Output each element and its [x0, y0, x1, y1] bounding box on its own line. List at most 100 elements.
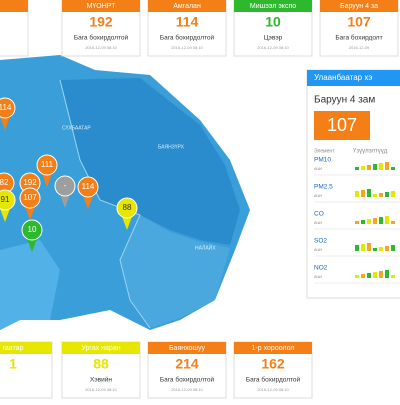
card-status: Бага бохирдолтой: [74, 34, 129, 42]
indicator-bar: [361, 166, 365, 170]
card-title: Баруун 4 за: [340, 3, 378, 10]
district-label: НАЛАЙХ: [195, 243, 216, 251]
element-sub: АЧИ: [314, 166, 322, 171]
col-header: Элемент: [314, 148, 335, 154]
element-sub: АЧИ: [314, 193, 322, 198]
card-title: Баянхошуу: [169, 345, 206, 352]
card-header: [148, 0, 226, 12]
indicator-bar: [361, 274, 365, 278]
indicator-bar: [379, 217, 383, 224]
marker-label: 114: [0, 103, 12, 112]
card-title: 1-р хороолол: [252, 345, 295, 352]
indicator-bar: [385, 216, 389, 224]
indicator-bar: [355, 245, 359, 251]
marker-label: 10: [28, 225, 37, 234]
panel: Улаанбаатар хэ Баруун 4 зам 107 Элемент …: [306, 69, 400, 299]
card-value: 214: [175, 356, 199, 372]
card-date: 2016-12-09 08:10: [257, 387, 289, 392]
indicator-bar: [391, 191, 395, 197]
indicator-bar: [367, 273, 371, 278]
card-title: гаатар: [3, 345, 24, 352]
card-date: 2016-12-09 08:10: [85, 45, 117, 50]
element-name: PM10: [314, 157, 331, 164]
card-date: 2016-12-09 08:10: [171, 45, 203, 50]
marker-label: -: [64, 181, 67, 190]
marker: [0, 97, 16, 119]
indicator-bar: [367, 189, 371, 197]
indicator-bar: [373, 218, 377, 224]
indicator-bar: [373, 248, 377, 251]
indicator-bar: [361, 220, 365, 224]
station-value: 107: [327, 115, 357, 135]
indicator-bar: [385, 270, 389, 278]
panel-header: [307, 70, 400, 86]
indicator-bar: [379, 247, 383, 251]
indicator-bar: [367, 165, 371, 170]
panel-title: Улаанбаатар хэ: [314, 73, 372, 82]
marker: [0, 189, 16, 211]
card-date: 2016-12-09: [349, 45, 370, 50]
marker: [116, 197, 138, 219]
marker: [36, 154, 58, 176]
card-value: 10: [265, 14, 281, 30]
col-header: Үзүүлэлтүүд: [353, 149, 388, 155]
marker: [77, 176, 99, 198]
indicator-bar: [355, 221, 359, 224]
district: [120, 215, 230, 328]
indicator-bar: [385, 192, 389, 197]
card-header: [148, 342, 226, 354]
card-header: [234, 342, 312, 354]
indicator-bar: [385, 162, 389, 170]
indicator-bar: [391, 275, 395, 278]
district-label: СҮХБААТАР: [62, 125, 91, 131]
element-sub: АЧИ: [314, 274, 322, 279]
card-date: 2016-12-09 08:10: [257, 45, 289, 50]
marker: [54, 175, 76, 197]
card-header: [0, 342, 52, 354]
element-name: SO2: [314, 238, 327, 245]
element-name: NO2: [314, 265, 328, 272]
card-status: Бага бохирдолтой: [246, 376, 301, 384]
district-label: БАЯНЗҮРХ: [158, 144, 185, 150]
marker-label: 82: [0, 178, 9, 187]
marker: [19, 187, 41, 209]
indicator-bar: [373, 164, 377, 170]
card-status: Бага бохирдолт: [335, 34, 382, 42]
card-value: 1: [9, 356, 17, 372]
card-value: 114: [176, 14, 199, 30]
map: [0, 55, 250, 330]
card-date: 2016-12-09 08:10: [85, 387, 117, 392]
card-value: 192: [89, 14, 113, 30]
marker-label: 91: [1, 195, 10, 204]
card-date: 2016-12-09 08:10: [171, 387, 203, 392]
card-value: 107: [347, 14, 371, 30]
card-status: Бага бохирдолтой: [160, 376, 215, 384]
panel-box: [306, 69, 400, 299]
indicator-bar: [379, 193, 383, 197]
card-header: [234, 0, 312, 12]
card-header: [0, 0, 28, 12]
indicator-bar: [367, 219, 371, 224]
indicator-bar: [361, 190, 365, 197]
card-value: 88: [93, 356, 109, 372]
element-name: CO: [314, 211, 324, 218]
station-name: Баруун 4 зам: [314, 95, 375, 106]
marker: [21, 219, 43, 241]
marker-label: 88: [123, 203, 132, 212]
indicator-bar: [373, 272, 377, 278]
district: [0, 240, 60, 330]
indicator-bar: [355, 275, 359, 278]
indicator-bar: [391, 245, 395, 251]
indicator-bar: [355, 167, 359, 170]
element-name: PM2.5: [314, 184, 333, 191]
indicator-bar: [379, 163, 383, 170]
element-sub: АЧИ: [314, 247, 322, 252]
card-title: Амгалан: [173, 3, 201, 10]
card-value: 162: [261, 356, 285, 372]
element-sub: АЧИ: [314, 220, 322, 225]
indicator-bar: [379, 271, 383, 278]
card-status: Хэвийн: [90, 376, 112, 384]
indicator-bar: [367, 243, 371, 251]
